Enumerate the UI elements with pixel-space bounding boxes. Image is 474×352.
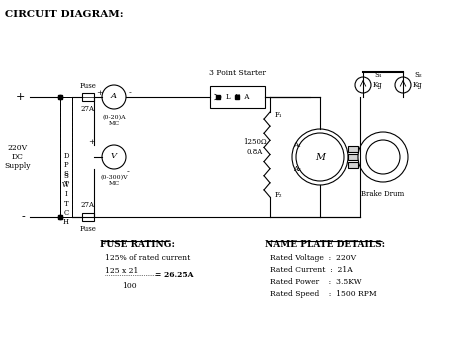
Text: D
P
S
T: D P S T [63, 152, 69, 188]
Text: F₁: F₁ [275, 111, 283, 119]
Text: S₁
Kg: S₁ Kg [373, 71, 383, 89]
Bar [348, 162, 358, 168]
Circle shape [296, 133, 344, 181]
Bar [60, 97, 72, 217]
Circle shape [366, 140, 400, 174]
Text: A₂: A₂ [293, 165, 301, 173]
Bar [82, 93, 94, 101]
Text: Fuse: Fuse [80, 225, 96, 233]
Bar [210, 86, 265, 108]
Text: 3 Point Starter: 3 Point Starter [209, 69, 266, 77]
Text: 100: 100 [122, 282, 137, 290]
Text: Fuse: Fuse [80, 82, 96, 90]
Text: -: - [128, 89, 131, 97]
Text: Rated Speed    :  1500 RPM: Rated Speed : 1500 RPM [270, 290, 377, 298]
Text: +: + [89, 138, 95, 146]
Text: 27A: 27A [81, 105, 95, 113]
Text: 220V
DC
Supply: 220V DC Supply [5, 144, 31, 170]
Circle shape [292, 129, 348, 185]
Text: L  F  A: L F A [226, 93, 249, 101]
Circle shape [355, 77, 371, 93]
Text: M: M [315, 152, 325, 162]
Text: A₁: A₁ [293, 141, 301, 149]
Text: Rated Voltage  :  220V: Rated Voltage : 220V [270, 254, 356, 262]
Text: 27A: 27A [81, 201, 95, 209]
Circle shape [358, 132, 408, 182]
Text: Rated Power    :  3.5KW: Rated Power : 3.5KW [270, 278, 362, 286]
Text: 125% of rated current: 125% of rated current [105, 254, 190, 262]
Text: = 26.25A: = 26.25A [155, 271, 193, 279]
Text: -: - [127, 168, 129, 176]
Text: S
W
I
T
C
H: S W I T C H [63, 172, 70, 226]
Text: +: + [97, 89, 103, 97]
Text: 1250Ω
0.8A: 1250Ω 0.8A [243, 138, 267, 156]
Text: +: + [16, 92, 25, 102]
Text: -: - [21, 212, 25, 222]
Text: F₂: F₂ [275, 191, 283, 199]
Bar [82, 213, 94, 221]
Text: Brake Drum: Brake Drum [361, 190, 405, 198]
Text: FUSE RATING:: FUSE RATING: [100, 240, 175, 249]
Text: (0-20)A
MC: (0-20)A MC [102, 115, 126, 126]
Text: S₂
Kg: S₂ Kg [413, 71, 423, 89]
Text: Rated Current  :  21A: Rated Current : 21A [270, 266, 353, 274]
Text: (0-300)V
MC: (0-300)V MC [100, 175, 128, 186]
Text: 125 x 21: 125 x 21 [105, 267, 138, 275]
Bar [60, 97, 72, 217]
Text: A: A [111, 92, 117, 100]
Bar [348, 146, 358, 152]
Circle shape [102, 145, 126, 169]
Text: NAME PLATE DETAILS:: NAME PLATE DETAILS: [265, 240, 385, 249]
Text: V: V [111, 152, 117, 160]
Text: CIRCUIT DIAGRAM:: CIRCUIT DIAGRAM: [5, 10, 124, 19]
Bar [348, 154, 358, 160]
Circle shape [102, 85, 126, 109]
Circle shape [395, 77, 411, 93]
